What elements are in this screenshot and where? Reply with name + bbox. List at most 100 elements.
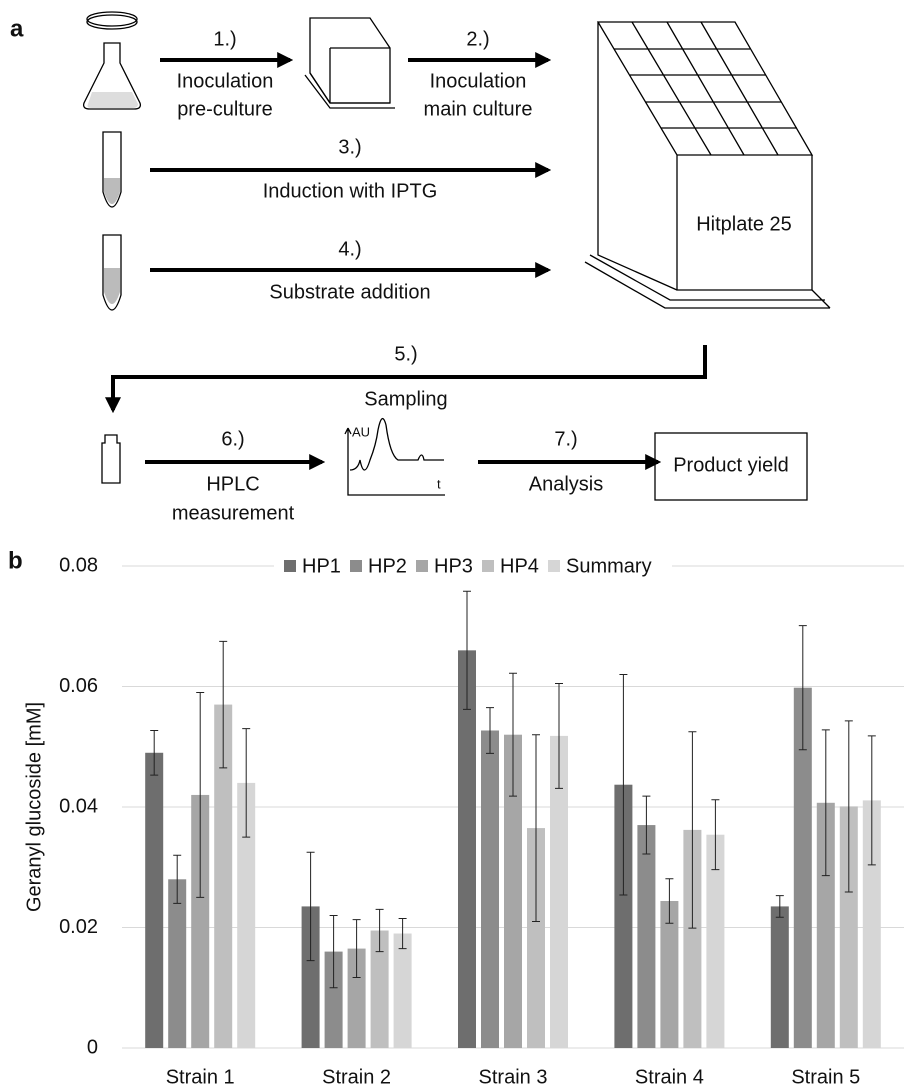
step-number: 6.)	[221, 428, 244, 450]
error-bar	[398, 917, 407, 950]
legend-swatch	[284, 560, 296, 572]
error-bar	[242, 728, 251, 838]
bar	[393, 933, 412, 1048]
step-text: Inoculation	[430, 70, 527, 92]
axis-label: AU	[352, 424, 370, 439]
step-number: 2.)	[466, 28, 489, 50]
panel-a: a 1.) Inoculation pre-culture 2.) Inocul…	[10, 11, 831, 524]
step-text: Inoculation	[177, 70, 274, 92]
bar	[458, 650, 476, 1048]
bar	[770, 906, 789, 1048]
y-tick-label: 0.08	[59, 554, 98, 576]
legend-label: HP3	[434, 555, 473, 577]
step-text: measurement	[172, 502, 295, 524]
bar	[370, 930, 389, 1048]
error-bar	[555, 682, 563, 789]
error-bar	[219, 640, 228, 769]
panel-b: b Geranyl glucoside [mM] 0 0.02 0.04 0.06 0.…	[8, 547, 904, 1088]
step-text: main culture	[424, 98, 533, 120]
step-number: 3.)	[338, 136, 361, 158]
y-tick-label: 0	[87, 1036, 98, 1058]
legend-label: Summary	[566, 555, 652, 577]
step-text: Induction with IPTG	[263, 180, 438, 202]
step-number: 4.)	[338, 238, 361, 260]
bar	[145, 752, 164, 1048]
error-bar	[196, 692, 205, 898]
bar	[637, 825, 656, 1048]
axis-label: t	[437, 476, 441, 491]
arrows	[105, 52, 707, 470]
legend-swatch	[350, 560, 362, 572]
bar	[816, 802, 835, 1048]
bar	[614, 784, 633, 1048]
error-bar	[329, 914, 338, 989]
error-bar	[642, 795, 651, 855]
plate-label: Hitplate 25	[696, 213, 792, 235]
bar	[504, 734, 522, 1048]
error-bar	[867, 735, 876, 866]
error-bar	[306, 851, 315, 962]
error-bar	[509, 672, 517, 797]
step-text: pre-culture	[177, 98, 273, 120]
bar	[527, 828, 545, 1048]
legend-label: HP2	[368, 555, 407, 577]
legend-swatch	[416, 560, 428, 572]
step-text: Analysis	[529, 473, 603, 495]
error-bar	[665, 878, 674, 924]
error-bar	[821, 729, 830, 877]
error-bar	[375, 908, 384, 953]
bar	[237, 782, 256, 1048]
error-bar	[173, 854, 182, 904]
error-bar	[844, 720, 853, 893]
error-bar	[711, 799, 720, 871]
bar	[214, 704, 233, 1048]
panel-label: b	[8, 547, 23, 574]
x-tick-label: Strain 2	[322, 1066, 391, 1088]
panel-label: a	[10, 15, 24, 42]
error-bar	[775, 895, 784, 918]
step-number: 1.)	[213, 28, 236, 50]
error-bar	[463, 590, 471, 710]
bar	[706, 834, 725, 1048]
bar	[347, 948, 366, 1048]
x-tick-label: Strain 4	[635, 1066, 704, 1088]
bar	[862, 800, 881, 1048]
bar	[168, 879, 187, 1048]
y-axis-label: Geranyl glucoside [mM]	[23, 702, 45, 912]
legend-bg	[274, 552, 672, 580]
legend-label: HP4	[500, 555, 539, 577]
bar	[660, 900, 679, 1048]
error-bar	[532, 734, 540, 922]
bar	[481, 730, 499, 1048]
y-tick-label: 0.06	[59, 675, 98, 697]
bar	[839, 806, 858, 1048]
bar	[683, 829, 702, 1048]
error-bar	[150, 729, 159, 776]
legend-swatch	[548, 560, 560, 572]
x-tick-label: Strain 5	[791, 1066, 860, 1088]
bar	[550, 735, 568, 1048]
legend-label: HP1	[302, 555, 341, 577]
error-bar	[619, 673, 628, 896]
step-number: 5.)	[394, 343, 417, 365]
icons	[82, 11, 831, 501]
bar	[301, 906, 320, 1048]
error-bar	[688, 731, 697, 929]
bar	[324, 951, 343, 1048]
error-bar	[352, 919, 361, 979]
x-tick-label: Strain 1	[166, 1066, 235, 1088]
x-tick-label: Strain 3	[479, 1066, 548, 1088]
step-text: Substrate addition	[269, 281, 430, 303]
bar	[191, 794, 210, 1048]
legend-swatch	[482, 560, 494, 572]
step-number: 7.)	[554, 428, 577, 450]
result-label: Product yield	[673, 454, 789, 476]
error-bar	[486, 707, 494, 754]
y-tick-label: 0.02	[59, 916, 98, 938]
bar	[793, 687, 812, 1048]
step-text: Sampling	[364, 388, 447, 410]
error-bar	[798, 625, 807, 751]
step-text: HPLC	[206, 473, 259, 495]
y-tick-label: 0.04	[59, 795, 98, 817]
